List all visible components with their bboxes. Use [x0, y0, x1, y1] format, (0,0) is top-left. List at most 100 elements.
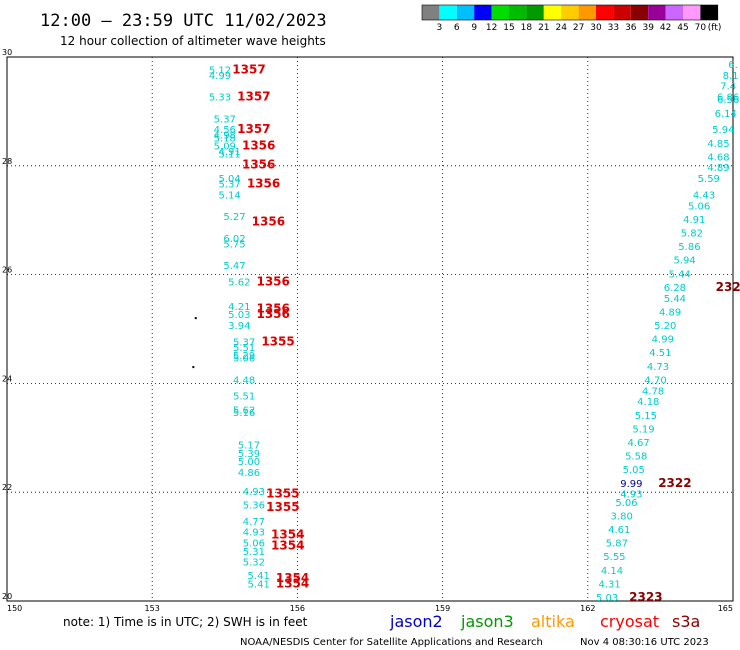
swh-value: 8.1	[723, 71, 739, 82]
swh-value: 4.98	[214, 131, 236, 142]
swh-value: 5.37	[219, 180, 241, 191]
swh-value: 5.47	[223, 261, 245, 272]
colorbar-swatch	[596, 5, 614, 20]
swh-value: 5.44	[669, 269, 691, 280]
timestamp: Nov 4 08:30:16 UTC 2023	[580, 637, 709, 648]
swh-value: 5.19	[632, 424, 654, 435]
swh-value: 5.51	[233, 392, 255, 403]
y-tick-label: 24	[2, 374, 12, 383]
swh-value: 5.14	[219, 190, 241, 201]
swh-value: 4.78	[642, 386, 664, 397]
footer-note: note: 1) Time is in UTC; 2) SWH is in fe…	[63, 615, 308, 629]
pass-time-label: 1354	[271, 527, 304, 541]
swh-value: 4.85	[707, 139, 729, 150]
swh-value: 5.00	[238, 457, 260, 468]
swh-value: 5.18	[214, 133, 236, 144]
swh-value: 4.18	[637, 397, 659, 408]
swh-value: 4.68	[707, 152, 729, 163]
swh-value: 5.03	[228, 310, 250, 321]
pass-time-label: 1356	[256, 302, 289, 316]
colorbar-label: 3	[437, 23, 443, 33]
swh-value: 6.86	[717, 93, 739, 104]
swh-value: 5.39	[238, 449, 260, 460]
swh-value: 4.89	[707, 163, 729, 174]
colorbar-swatch	[543, 5, 562, 20]
colorbar-label: 33	[608, 23, 619, 33]
colorbar-swatch	[630, 5, 649, 20]
colorbar-swatch	[613, 5, 631, 20]
pass-time-label: 1354	[276, 576, 309, 590]
swh-value: 4.91	[219, 147, 241, 158]
swh-value: 4.43	[693, 190, 715, 201]
y-tick-label: 28	[2, 157, 12, 166]
colorbar-swatch	[648, 5, 666, 20]
pass-time-label: 1356	[256, 274, 289, 288]
pass-time-label: 2323	[629, 590, 662, 604]
swh-value: 5.41	[248, 571, 270, 582]
swh-value: 4.61	[608, 525, 630, 536]
pass-time-label: 1357	[237, 90, 270, 104]
swh-value: 5.27	[223, 212, 245, 223]
plot-frame	[6, 56, 734, 602]
y-tick-label: 26	[2, 266, 12, 275]
swh-value: 5.82	[681, 229, 703, 240]
swh-value: 6.28	[664, 283, 686, 294]
pass-time-label: 1355	[266, 500, 299, 514]
swh-value: 4.99	[652, 335, 674, 346]
pass-time-label: 1355	[261, 334, 294, 348]
y-tick-label: 22	[2, 483, 12, 492]
chart-title: 12:00 – 23:59 UTC 11/02/2023	[40, 11, 327, 31]
x-tick-label: 159	[435, 604, 450, 613]
swh-value: 5.11	[219, 150, 241, 161]
swh-value: 5.58	[625, 452, 647, 463]
colorbar-swatch	[526, 5, 544, 20]
pass-time-label: 1355	[266, 487, 299, 501]
colorbar-swatch	[422, 5, 440, 20]
swh-value: 5.06	[233, 354, 255, 365]
swh-value: 5.03	[596, 593, 618, 604]
swh-value: 5.04	[219, 174, 241, 185]
swh-value-highlight: 9.99	[620, 479, 642, 490]
colorbar-swatch	[578, 5, 596, 20]
swh-value: 5.15	[635, 411, 657, 422]
pass-time-label: 1354	[271, 538, 304, 552]
swh-value: 5.06	[615, 498, 637, 509]
swh-value: 5.55	[603, 552, 625, 563]
swh-value: 4.89	[659, 307, 681, 318]
x-tick-label: 156	[290, 604, 305, 613]
swh-value: 5.37	[214, 114, 236, 125]
swh-value: 4.77	[243, 517, 265, 528]
colorbar-label: 45	[677, 23, 688, 33]
swh-value: 5.87	[606, 539, 628, 550]
legend-jason3: jason3	[460, 612, 514, 631]
swh-value: 5.44	[664, 294, 686, 305]
pass-time-label: 1356	[247, 177, 280, 191]
point-marker	[192, 366, 195, 369]
pass-time-label: 2322	[658, 476, 691, 490]
swh-value: 5.62	[228, 277, 250, 288]
colorbar-label: 18	[521, 23, 533, 33]
swh-value: 4.70	[644, 375, 666, 386]
x-tick-label: 165	[718, 604, 733, 613]
y-tick-label: 20	[2, 592, 12, 601]
colorbar-swatch	[439, 5, 457, 20]
pass-time-label: 1357	[232, 62, 265, 76]
swh-value: 4.99	[209, 71, 231, 82]
swh-value: 4.56	[214, 125, 236, 136]
x-tick-label: 153	[145, 604, 160, 613]
swh-value: 4.93	[620, 490, 642, 501]
swh-value: 6.14	[715, 109, 737, 120]
swh-value: 7.4	[720, 82, 736, 93]
swh-value: 6.	[728, 60, 738, 71]
x-tick-label: 150	[7, 604, 22, 613]
legend-s3a: s3a	[672, 612, 700, 631]
colorbar-label: 27	[573, 23, 584, 33]
swh-value: 5.37	[233, 337, 255, 348]
swh-value: 4.86	[238, 468, 260, 479]
y-tick-label: 30	[2, 48, 12, 57]
swh-value: 4.31	[598, 579, 620, 590]
swh-value: 5.41	[248, 579, 270, 590]
swh-value: 5.33	[209, 93, 231, 104]
plot-area: 150 153 156 159 162 1652022242628305.124.995.…	[2, 48, 740, 613]
swh-value: 6.56	[717, 95, 739, 106]
